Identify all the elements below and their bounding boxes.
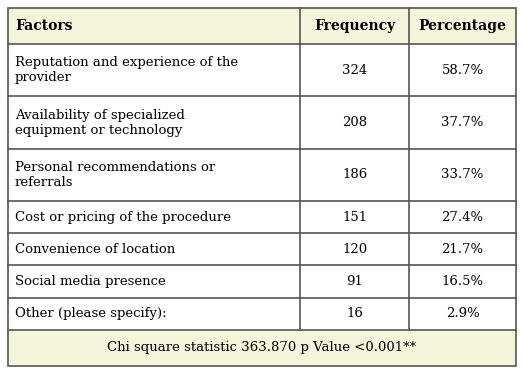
Text: 208: 208 xyxy=(342,116,367,129)
Text: 33.7%: 33.7% xyxy=(442,168,484,181)
Text: 151: 151 xyxy=(342,211,367,224)
Bar xyxy=(8,233,516,266)
Text: 186: 186 xyxy=(342,168,367,181)
Bar xyxy=(8,330,516,366)
Text: Convenience of location: Convenience of location xyxy=(15,243,175,256)
Text: 120: 120 xyxy=(342,243,367,256)
Bar xyxy=(8,44,516,96)
Text: Other (please specify):: Other (please specify): xyxy=(15,307,167,320)
Bar xyxy=(8,201,516,233)
Text: 21.7%: 21.7% xyxy=(442,243,484,256)
Text: Cost or pricing of the procedure: Cost or pricing of the procedure xyxy=(15,211,231,224)
Text: Social media presence: Social media presence xyxy=(15,275,166,288)
Text: 16.5%: 16.5% xyxy=(442,275,484,288)
Bar xyxy=(8,149,516,201)
Text: 16: 16 xyxy=(346,307,363,320)
Text: Personal recommendations or
referrals: Personal recommendations or referrals xyxy=(15,161,215,189)
Text: Frequency: Frequency xyxy=(314,19,395,33)
Text: Percentage: Percentage xyxy=(419,19,507,33)
Text: 91: 91 xyxy=(346,275,363,288)
Text: Factors: Factors xyxy=(15,19,72,33)
Text: 324: 324 xyxy=(342,64,367,77)
Text: 2.9%: 2.9% xyxy=(446,307,479,320)
Text: 37.7%: 37.7% xyxy=(442,116,484,129)
Bar xyxy=(8,8,516,44)
Bar xyxy=(8,266,516,298)
Text: 58.7%: 58.7% xyxy=(442,64,484,77)
Text: Availability of specialized
equipment or technology: Availability of specialized equipment or… xyxy=(15,108,185,137)
Bar xyxy=(8,96,516,149)
Text: 27.4%: 27.4% xyxy=(442,211,484,224)
Text: Reputation and experience of the
provider: Reputation and experience of the provide… xyxy=(15,56,238,85)
Bar xyxy=(8,298,516,330)
Text: Chi square statistic 363.870 p Value <0.001**: Chi square statistic 363.870 p Value <0.… xyxy=(107,341,417,355)
